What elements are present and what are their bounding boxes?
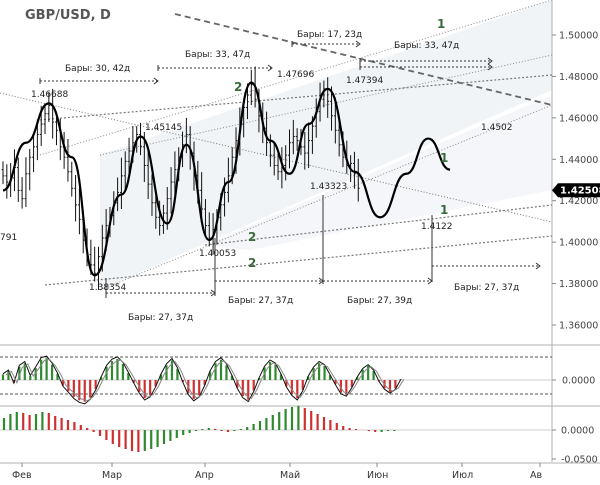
resistance-line — [174, 13, 553, 106]
y-tick-label: 1.42000 — [559, 196, 598, 207]
chart-title: GBP/USD, D — [25, 8, 111, 23]
wave-count-label: 1 — [437, 17, 445, 31]
price-level-label: 1.40053 — [199, 249, 236, 259]
arrow-head — [267, 64, 273, 72]
bars-count-label: Бары: 17, 23д — [297, 30, 362, 40]
y-tick-label: 1.46000 — [559, 113, 598, 124]
bars-count-label: Бары: 27, 37д — [228, 296, 293, 306]
x-tick-label: Июн — [367, 470, 388, 481]
bars-count-label: Бары: 27, 37д — [128, 313, 193, 323]
y-tick-label: -0.0500 — [561, 455, 598, 466]
oscillator-signal-line — [5, 358, 405, 402]
bars-count-label: Бары: 30, 42д — [65, 64, 130, 74]
y-tick-label: 1.36000 — [559, 321, 598, 332]
price-level-label: 1.43323 — [310, 182, 347, 192]
time-axis: Фев Мар Апр Май Июн Июл Ав — [12, 463, 542, 481]
price-level-label: 1.38354 — [89, 283, 126, 293]
wave-count-label: 2 — [248, 230, 256, 244]
channel-line — [39, 0, 553, 156]
bars-count-label: Бары: 27, 39д — [347, 296, 412, 306]
y-tick-label: 0.0000 — [562, 376, 595, 387]
arrow-head — [487, 57, 493, 65]
current-price-tag — [552, 183, 600, 198]
channel-line — [99, 104, 553, 291]
wave-count-label: 2 — [234, 80, 242, 94]
channel-line — [44, 235, 553, 286]
x-tick-label: Ав — [530, 470, 542, 481]
arrow-head — [427, 277, 433, 285]
x-tick-label: Фев — [12, 470, 32, 481]
y-tick-label: 1.48000 — [559, 72, 598, 83]
arrow-head — [535, 262, 541, 270]
wave-count-label: 2 — [248, 256, 256, 270]
bars-count-label: Бары: 33, 47д — [185, 50, 250, 60]
arrow-head — [487, 63, 493, 71]
price-level-label: 1.4502 — [481, 123, 513, 133]
y-tick-label: 1.44000 — [559, 155, 598, 166]
price-level-label: 1.47394 — [346, 76, 383, 86]
main-price-panel: 1.50000 1.48000 1.46000 1.44000 1.42000 1.400… — [0, 0, 600, 464]
oscillator-line — [2, 355, 402, 405]
wave-count-label: 1 — [440, 151, 448, 165]
current-price-label: 1.42508 — [560, 186, 600, 197]
x-tick-label: Мар — [102, 470, 122, 481]
arrow-head — [210, 289, 216, 297]
price-level-label: 1.47696 — [277, 70, 314, 80]
price-level-label: 1.45145 — [145, 123, 182, 133]
price-level-label: 1.46688 — [31, 90, 68, 100]
arrow-head — [355, 40, 361, 48]
momentum-histogram-panel: 0.0000 -0.0500 — [0, 406, 598, 466]
price-level-label: 791 — [0, 233, 17, 243]
x-tick-label: Апр — [195, 470, 214, 481]
arrow-head — [153, 77, 159, 85]
oscillator-panel: 0.0000 — [0, 355, 595, 405]
channel-line — [99, 54, 553, 156]
channel-line — [39, 74, 553, 121]
y-tick-label: 1.50000 — [559, 31, 598, 42]
wave-count-label: 1 — [440, 203, 448, 217]
x-tick-label: Май — [280, 470, 300, 481]
y-tick-label: 0.0000 — [561, 426, 594, 437]
x-tick-label: Июл — [452, 470, 473, 481]
y-tick-label: 1.40000 — [559, 238, 598, 249]
cycle-projection-curve — [2, 81, 451, 277]
bars-count-label: Бары: 27, 37д — [454, 283, 519, 293]
y-tick-label: 1.38000 — [559, 279, 598, 290]
price-level-label: 1.4122 — [421, 222, 453, 232]
bars-count-label: Бары: 33, 47д — [394, 41, 459, 51]
